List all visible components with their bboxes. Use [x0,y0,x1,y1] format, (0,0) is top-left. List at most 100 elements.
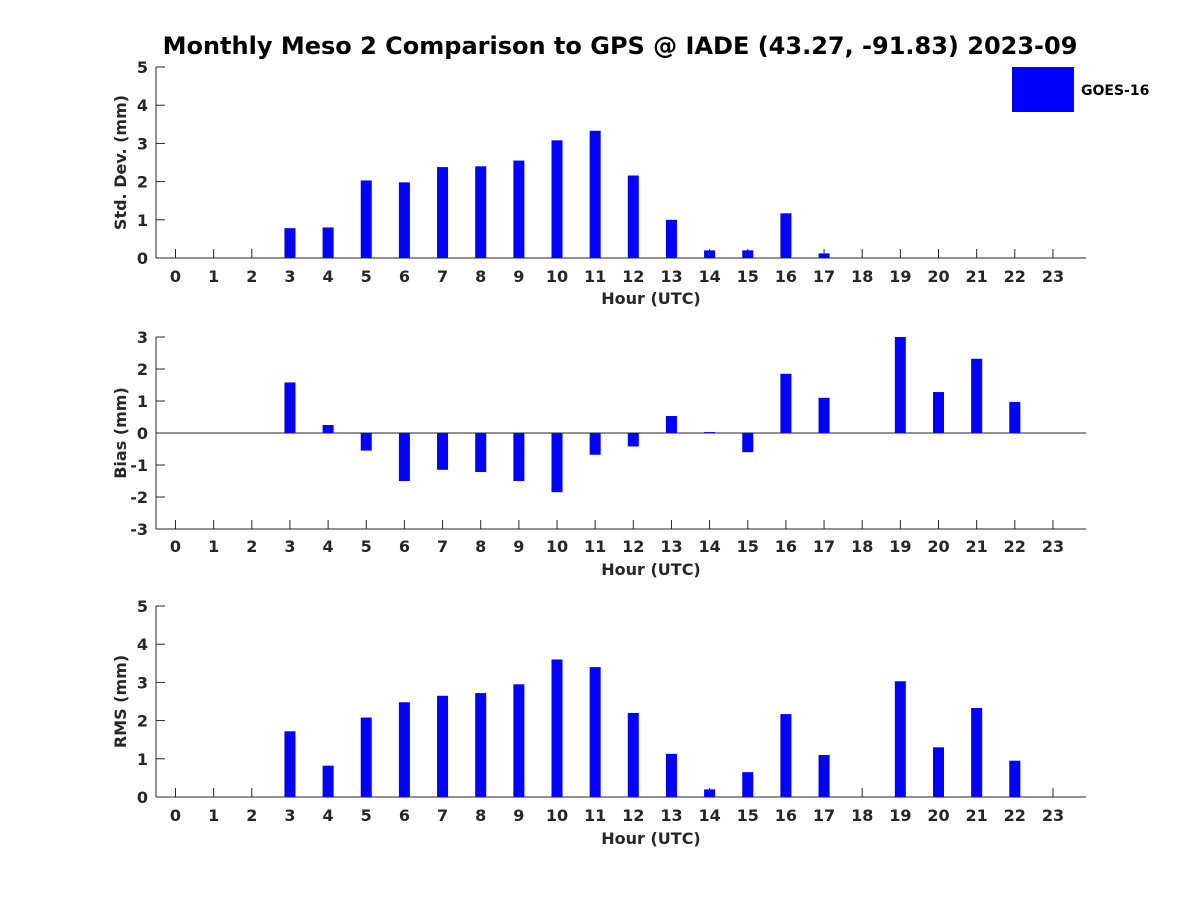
bias-bar [513,433,525,481]
rms-bar [894,681,906,797]
bias-y-tick-label: -3 [130,520,148,539]
std-dev-x-tick-label: 20 [927,267,949,286]
std-dev-x-tick-label: 12 [622,267,644,286]
rms-bar [780,714,792,797]
rms-x-tick-label: 0 [170,806,181,825]
rms-bar [742,772,754,797]
legend-swatch [1012,67,1074,112]
bias-x-tick-label: 6 [399,537,410,556]
bias-y-tick-label: 1 [137,392,148,411]
rms-x-tick-label: 23 [1042,806,1064,825]
rms-y-tick-label: 4 [137,635,148,654]
std-dev-x-tick-label: 8 [475,267,486,286]
bias-x-tick-label: 14 [698,537,720,556]
bias-y-tick-label: -2 [130,488,148,507]
rms-bar [704,789,716,797]
std-dev-bar [360,180,372,258]
std-dev-x-tick-label: 3 [284,267,295,286]
std-dev-bar [398,182,410,258]
bias-x-tick-label: 10 [546,537,568,556]
bias-y-tick-label: 3 [137,328,148,347]
std-dev-x-tick-label: 19 [889,267,911,286]
bias-bar [589,433,601,455]
std-dev-x-axis-label: Hour (UTC) [601,289,701,308]
rms-bar [322,765,334,797]
std-dev-x-tick-label: 11 [584,267,606,286]
std-dev-bar [589,130,601,258]
bias-x-tick-label: 7 [437,537,448,556]
rms-bar [437,695,449,797]
bias-bar [894,337,906,433]
rms-y-tick-label: 1 [137,750,148,769]
bias-x-tick-label: 11 [584,537,606,556]
std-dev-y-tick-label: 2 [137,173,148,192]
std-dev-x-tick-label: 21 [966,267,988,286]
bias-y-axis-label: Bias (mm) [111,387,130,479]
std-dev-x-tick-label: 5 [361,267,372,286]
std-dev-y-tick-label: 5 [137,58,148,77]
bias-bar [704,432,716,433]
bias-bar [665,416,677,433]
std-dev-x-tick-label: 15 [737,267,759,286]
bias-x-tick-label: 5 [361,537,372,556]
bias-bar [398,433,410,481]
std-dev-y-tick-label: 1 [137,211,148,230]
bias-x-tick-label: 1 [208,537,219,556]
rms-x-tick-label: 6 [399,806,410,825]
bias-x-tick-label: 9 [513,537,524,556]
legend-label: GOES-16 [1081,83,1149,99]
bias-x-tick-label: 20 [927,537,949,556]
bias-bar [551,433,563,493]
chart-title: Monthly Meso 2 Comparison to GPS @ IADE … [163,32,1078,60]
rms-x-tick-label: 10 [546,806,568,825]
bias-x-tick-label: 16 [775,537,797,556]
bias-bar [437,433,449,470]
rms-y-tick-label: 3 [137,673,148,692]
rms-x-tick-label: 4 [323,806,334,825]
bias-x-tick-label: 4 [323,537,334,556]
std-dev-bar [818,253,830,258]
bias-x-tick-label: 22 [1004,537,1026,556]
rms-bar [360,717,372,797]
rms-bar [665,753,677,797]
rms-bar [475,693,487,797]
bias-bar [933,392,944,433]
rms-bar [398,702,410,797]
rms-bar [551,659,563,797]
std-dev-bar [513,160,525,258]
std-dev-x-tick-label: 17 [813,267,835,286]
bias-x-tick-label: 21 [966,537,988,556]
bias-y-tick-label: 0 [137,424,148,443]
bias-bar [971,358,983,433]
std-dev-x-tick-label: 6 [399,267,410,286]
rms-bar [627,712,639,797]
rms-x-tick-label: 15 [737,806,759,825]
std-dev-y-axis-label: Std. Dev. (mm) [111,95,130,230]
bias-bar [627,433,639,447]
bias-bar [780,373,792,433]
std-dev-x-tick-label: 10 [546,267,568,286]
std-dev-x-tick-label: 16 [775,267,797,286]
rms-y-tick-label: 2 [137,712,148,731]
bias-y-tick-label: 2 [137,360,148,379]
std-dev-x-tick-label: 22 [1004,267,1026,286]
std-dev-bar [322,227,334,258]
rms-x-tick-label: 18 [851,806,873,825]
rms-x-tick-label: 13 [660,806,682,825]
std-dev-bar [704,250,716,258]
bias-x-tick-label: 3 [284,537,295,556]
std-dev-y-tick-label: 4 [137,96,148,115]
rms-bar [971,707,983,797]
bias-y-tick-label: -1 [130,456,148,475]
std-dev-bar [665,219,677,258]
rms-x-tick-label: 20 [927,806,949,825]
bias-bar [1009,401,1021,433]
rms-x-tick-label: 11 [584,806,606,825]
legend: GOES-16 [1012,67,1149,112]
std-dev-y-tick-label: 3 [137,134,148,153]
std-dev-x-tick-label: 2 [246,267,257,286]
rms-x-tick-label: 12 [622,806,644,825]
